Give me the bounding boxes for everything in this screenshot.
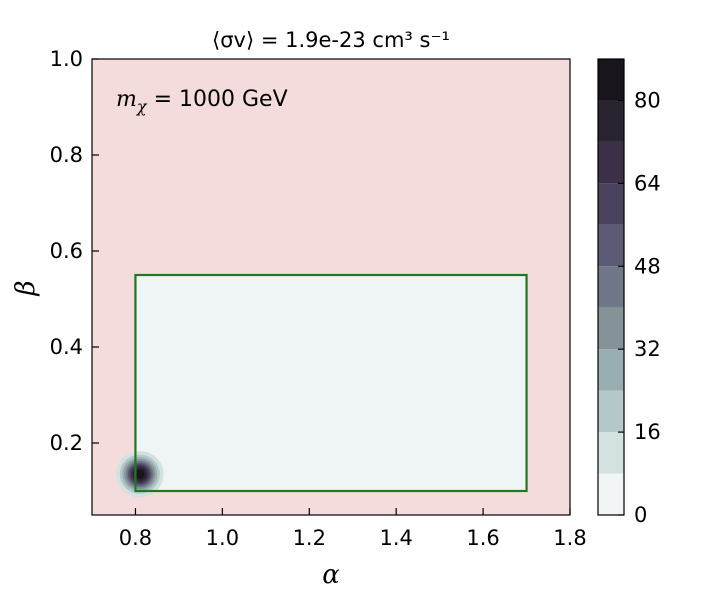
colorbar-tick-label: 0 <box>634 503 647 527</box>
y-tick-label: 1.0 <box>50 47 83 71</box>
y-tick-label: 0.2 <box>50 431 83 455</box>
contour-level <box>135 469 145 479</box>
x-tick-label: 1.8 <box>553 526 586 550</box>
colorbar-tick-label: 80 <box>634 88 661 112</box>
y-tick-label: 0.8 <box>50 143 83 167</box>
y-axis-label: β <box>11 280 41 296</box>
colorbar-segment <box>598 390 624 433</box>
x-tick-label: 1.6 <box>466 526 499 550</box>
colorbar-segment <box>598 432 624 474</box>
colorbar-segment <box>598 141 624 184</box>
chart-title: ⟨σv⟩ = 1.9e-23 cm³ s⁻¹ <box>212 28 450 52</box>
colorbar-segment <box>598 307 624 350</box>
colorbar-segment <box>598 349 624 391</box>
y-axis-ticks: 0.2 0.4 0.6 0.8 1.0 <box>50 47 99 455</box>
y-tick-label: 0.4 <box>50 335 83 359</box>
colorbar-segment <box>598 59 624 101</box>
x-tick-label: 1.0 <box>206 526 239 550</box>
colorbar: 0 16 32 48 64 80 <box>597 58 661 527</box>
colorbar-segment <box>598 473 624 515</box>
colorbar-segment <box>598 224 624 267</box>
colorbar-tick-label: 32 <box>634 337 661 361</box>
x-axis-ticks: 0.8 1.0 1.2 1.4 1.6 1.8 <box>119 508 587 550</box>
colorbar-tick-label: 48 <box>634 254 661 278</box>
x-tick-label: 1.4 <box>379 526 412 550</box>
rectangle-region-fill <box>135 275 527 491</box>
x-tick-label: 0.8 <box>119 526 152 550</box>
mass-annotation: mχ = 1000 GeV <box>116 87 288 116</box>
plot-frame <box>91 58 571 516</box>
x-tick-label: 1.2 <box>293 526 326 550</box>
x-axis-label: α <box>322 560 340 590</box>
rectangle-region-outline <box>134 273 528 493</box>
y-tick-label: 0.6 <box>50 239 83 263</box>
colorbar-tick-label: 64 <box>634 171 661 195</box>
colorbar-tick-label: 16 <box>634 420 661 444</box>
plot-area: 0.8 1.0 1.2 1.4 1.6 1.8 0.2 0.4 0.6 0.8 1.0 <box>50 47 587 550</box>
colorbar-frame <box>597 58 625 516</box>
colorbar-segment <box>598 266 624 308</box>
colorbar-segment <box>598 100 624 142</box>
colorbar-segment <box>598 183 624 225</box>
